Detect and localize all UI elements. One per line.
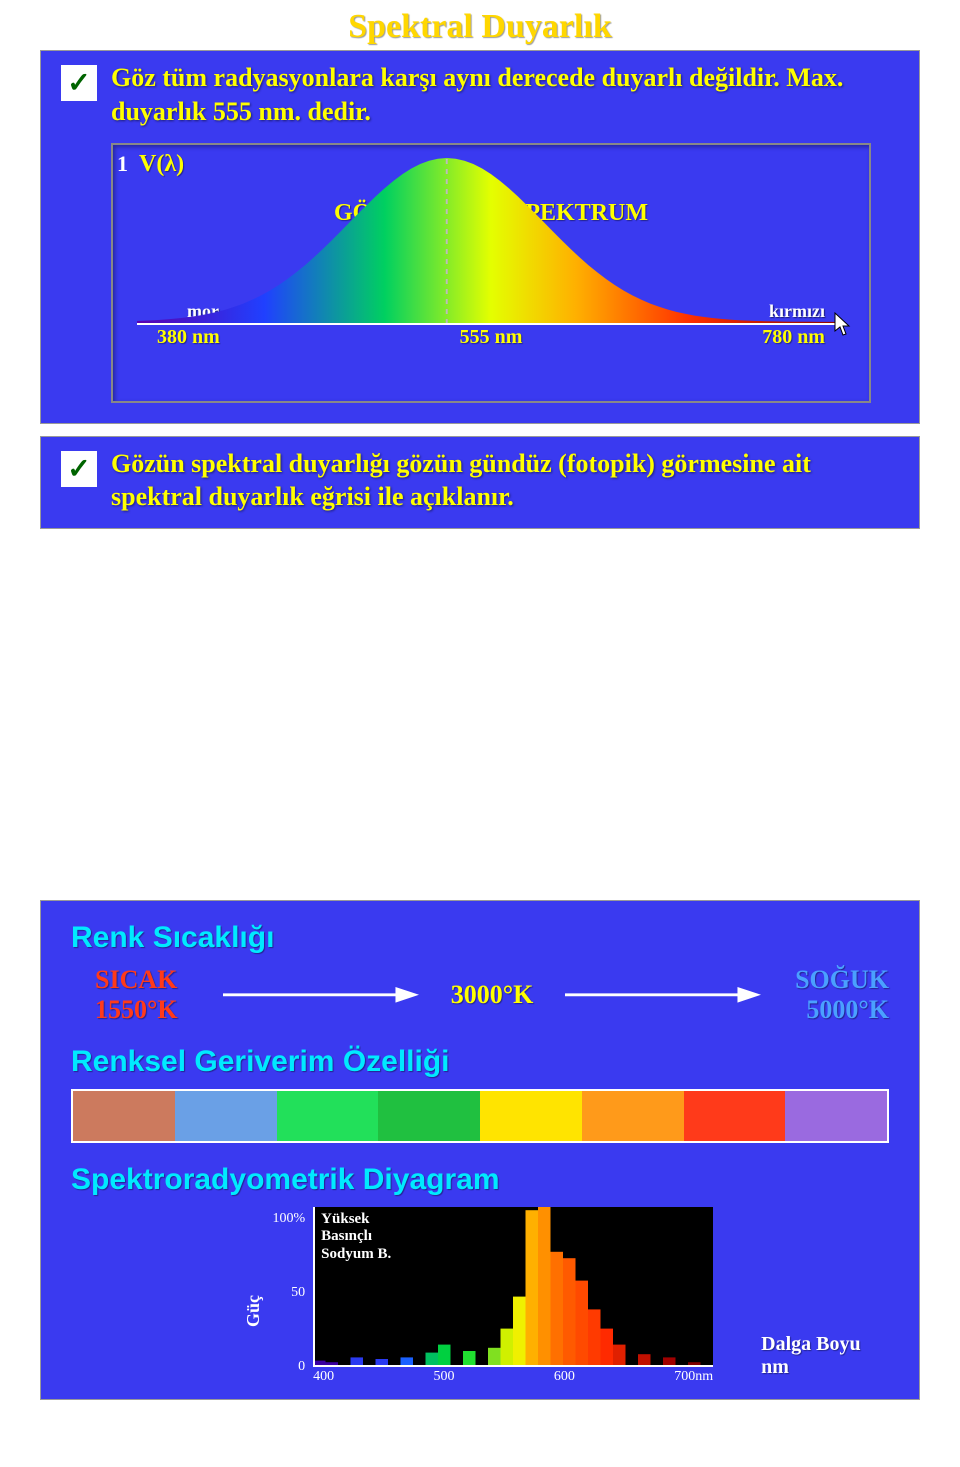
color-bar-segment — [582, 1091, 684, 1141]
slide-spectral-sensitivity: Spektral Duyarlık ✓ Göz tüm radyasyonlar… — [0, 0, 960, 720]
color-bar-segment — [480, 1091, 582, 1141]
sod-l1: Yüksek — [321, 1211, 391, 1228]
hot-value: 1550°K — [95, 995, 205, 1025]
bullet1-text: Göz tüm radyasyonlara karşı aynı dereced… — [111, 61, 899, 129]
cold-value: 5000°K — [779, 995, 889, 1025]
bullet2-text: Gözün spektral duyarlığı gözün gündüz (f… — [111, 447, 899, 515]
color-bar-segment — [785, 1091, 887, 1141]
mid-value: 3000°K — [437, 980, 547, 1010]
nm-380: 380 nm — [157, 326, 220, 349]
wavelength-row: 380 nm 555 nm 780 nm — [127, 322, 855, 349]
slide-color-temp: Renk Sıcaklığı SICAK 1550°K 3000°K SOĞUK… — [0, 720, 960, 1467]
xtick: 700nm — [674, 1369, 713, 1385]
nm-555: 555 nm — [460, 326, 523, 349]
bullet-panel-2: ✓ Gözün spektral duyarlığı gözün gündüz … — [40, 436, 920, 530]
xtick: 600 — [554, 1369, 575, 1385]
y-ticks: 100% 50 0 — [272, 1211, 305, 1385]
bullet-panel-1: ✓ Göz tüm radyasyonlara karşı aynı derec… — [40, 50, 920, 424]
check-icon: ✓ — [61, 65, 97, 101]
color-bar-segment — [73, 1091, 175, 1141]
spectrum-chart: 1 V(λ) GÖRÜLEBİLİR SPEKTRUM mor mavi yeş… — [111, 143, 871, 403]
xaxis-label: Dalga Boyu nm — [761, 1333, 889, 1379]
arrow-icon — [565, 985, 761, 1005]
cold-label: SOĞUK — [779, 965, 889, 995]
color-rendering-bar — [71, 1089, 889, 1143]
yaxis-label: Güç — [243, 1265, 264, 1327]
ytick-0: 0 — [272, 1359, 305, 1375]
heading-spektro: Spektroradyometrik Diyagram — [71, 1163, 889, 1197]
sodium-diagram-row: Güç 100% 50 0 Yüksek Basınçlı Sodyum B. … — [71, 1207, 889, 1385]
nm-780: 780 nm — [762, 326, 825, 349]
sod-l3: Sodyum B. — [321, 1246, 391, 1263]
color-bar-segment — [175, 1091, 277, 1141]
hot-label: SICAK — [95, 965, 205, 995]
cursor-icon — [833, 311, 851, 337]
heading-renk-sicakligi: Renk Sıcaklığı — [71, 921, 889, 955]
ytick-100: 100% — [272, 1211, 305, 1227]
xtick: 500 — [434, 1369, 455, 1385]
hot-block: SICAK 1550°K — [95, 965, 205, 1025]
cold-block: SOĞUK 5000°K — [779, 965, 889, 1025]
slide-title: Spektral Duyarlık — [0, 0, 960, 50]
ytick-50: 50 — [272, 1285, 305, 1301]
x-ticks: 400 500 600 700nm — [313, 1367, 713, 1385]
xtick: 400 — [313, 1369, 334, 1385]
color-bar-segment — [684, 1091, 786, 1141]
spectrum-bell-svg — [137, 155, 845, 325]
heading-renksel: Renksel Geriverim Özelliği — [71, 1045, 889, 1079]
sodium-lamp-label: Yüksek Basınçlı Sodyum B. — [321, 1211, 391, 1263]
color-temp-row: SICAK 1550°K 3000°K SOĞUK 5000°K — [95, 965, 889, 1025]
arrow-icon — [223, 985, 419, 1005]
y-max-label: 1 — [117, 151, 128, 177]
sod-l2: Basınçlı — [321, 1228, 391, 1245]
slide2-panel: Renk Sıcaklığı SICAK 1550°K 3000°K SOĞUK… — [40, 900, 920, 1400]
color-bar-segment — [277, 1091, 379, 1141]
color-bar-segment — [378, 1091, 480, 1141]
check-icon: ✓ — [61, 451, 97, 487]
